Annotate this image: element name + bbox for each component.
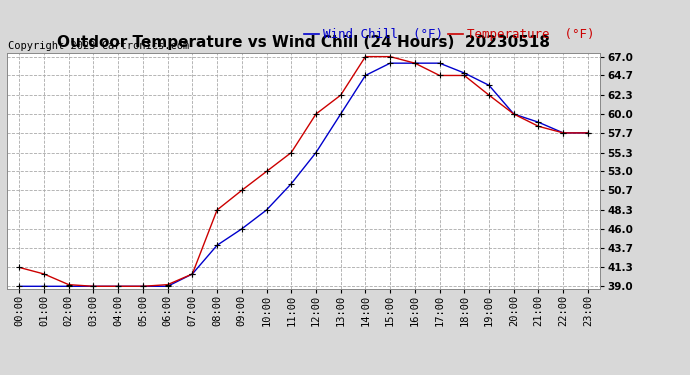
Text: Copyright 2023 Cartronics.com: Copyright 2023 Cartronics.com bbox=[8, 41, 189, 51]
Legend: Wind Chill  (°F), Temperature  (°F): Wind Chill (°F), Temperature (°F) bbox=[304, 28, 594, 41]
Title: Outdoor Temperature vs Wind Chill (24 Hours)  20230518: Outdoor Temperature vs Wind Chill (24 Ho… bbox=[57, 35, 550, 50]
